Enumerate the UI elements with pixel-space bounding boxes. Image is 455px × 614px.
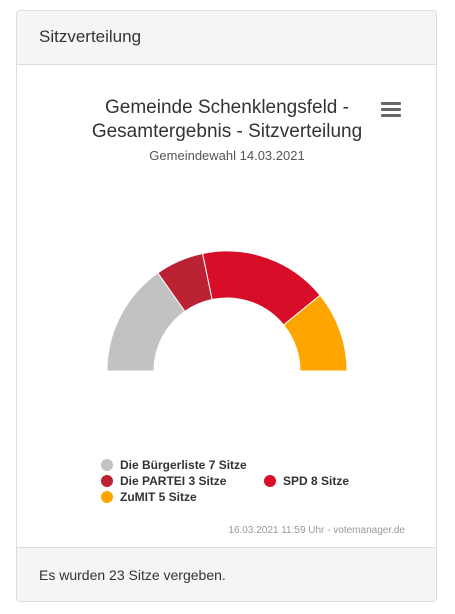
legend-item-spd[interactable]: SPD 8 Sitze bbox=[264, 474, 349, 488]
chart-subtitle: Gemeindewahl 14.03.2021 bbox=[149, 148, 305, 163]
legend-label: SPD 8 Sitze bbox=[283, 474, 350, 488]
legend-label: Die PARTEI 3 Sitze bbox=[120, 474, 227, 488]
semi-donut-chart bbox=[106, 250, 348, 372]
legend-item-zumit[interactable]: ZuMIT 5 Sitze bbox=[101, 490, 197, 504]
legend-item-die-buergerliste[interactable]: Die Bürgerliste 7 Sitze bbox=[101, 458, 247, 472]
chart-container: Gemeinde Schenklengsfeld - Gesamtergebni… bbox=[17, 64, 438, 550]
card-title: Sitzverteilung bbox=[39, 27, 142, 46]
footer-text: Es wurden 23 Sitze vergeben. bbox=[39, 567, 226, 583]
legend-label: Die Bürgerliste 7 Sitze bbox=[120, 458, 247, 472]
card-header: Sitzverteilung bbox=[17, 11, 436, 65]
card-footer: Es wurden 23 Sitze vergeben. bbox=[17, 547, 436, 601]
seat-distribution-card: Sitzverteilung Gemeinde Schenklengsfeld … bbox=[16, 10, 437, 602]
hamburger-menu-icon[interactable] bbox=[381, 102, 401, 120]
slice-zumit[interactable] bbox=[282, 294, 348, 372]
legend-dot bbox=[101, 491, 113, 503]
legend-item-die-partei[interactable]: Die PARTEI 3 Sitze bbox=[101, 474, 226, 488]
legend-dot bbox=[264, 475, 276, 487]
credit-link[interactable]: 16.03.2021 11:59 Uhr - votemanager.de bbox=[228, 525, 405, 536]
legend-label: ZuMIT 5 Sitze bbox=[120, 490, 197, 504]
chart-title: Gemeinde Schenklengsfeld - Gesamtergebni… bbox=[91, 97, 363, 142]
legend-dot bbox=[101, 475, 113, 487]
legend-dot bbox=[101, 459, 113, 471]
